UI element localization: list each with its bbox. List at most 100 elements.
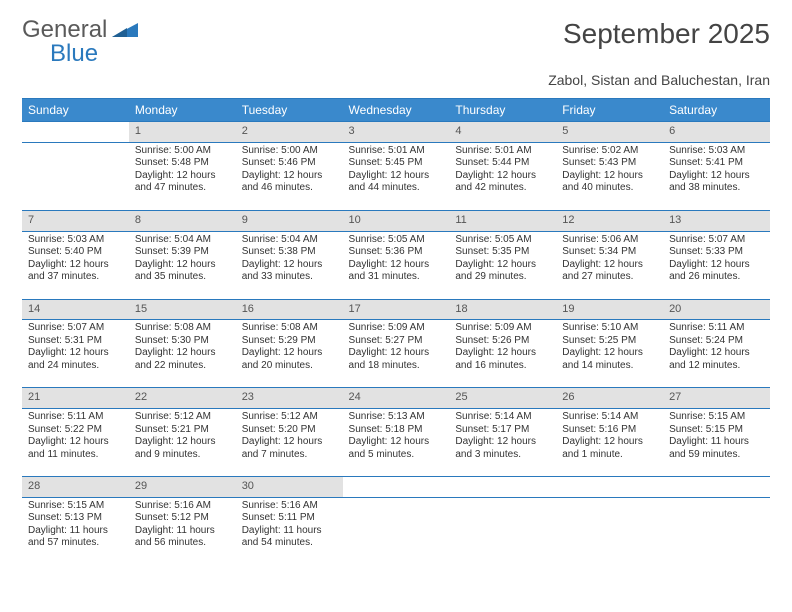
day-number bbox=[556, 477, 663, 498]
day-line: and 16 minutes. bbox=[455, 360, 550, 373]
day-line: and 42 minutes. bbox=[455, 182, 550, 195]
day-number: 26 bbox=[556, 388, 663, 409]
day-line: Sunset: 5:13 PM bbox=[28, 512, 123, 525]
day-line: and 18 minutes. bbox=[349, 360, 444, 373]
day-number: 3 bbox=[343, 122, 450, 143]
day-line: Daylight: 11 hours bbox=[242, 525, 337, 538]
day-line: Sunset: 5:46 PM bbox=[242, 157, 337, 170]
day-line: Sunset: 5:30 PM bbox=[135, 335, 230, 348]
daynum-row: 123456 bbox=[22, 122, 770, 143]
day-line: Sunset: 5:40 PM bbox=[28, 246, 123, 259]
day-line: Daylight: 12 hours bbox=[455, 170, 550, 183]
day-cell: Sunrise: 5:08 AMSunset: 5:29 PMDaylight:… bbox=[236, 320, 343, 388]
day-line: Sunrise: 5:03 AM bbox=[28, 234, 123, 247]
daynum-row: 78910111213 bbox=[22, 210, 770, 231]
day-line: and 31 minutes. bbox=[349, 271, 444, 284]
day-line: Sunrise: 5:15 AM bbox=[28, 500, 123, 513]
day-line: Sunrise: 5:09 AM bbox=[455, 322, 550, 335]
day-line: Sunrise: 5:00 AM bbox=[135, 145, 230, 158]
day-cell: Sunrise: 5:03 AMSunset: 5:40 PMDaylight:… bbox=[22, 231, 129, 299]
day-cell: Sunrise: 5:15 AMSunset: 5:13 PMDaylight:… bbox=[22, 497, 129, 565]
day-cell: Sunrise: 5:11 AMSunset: 5:24 PMDaylight:… bbox=[663, 320, 770, 388]
day-number: 11 bbox=[449, 210, 556, 231]
day-line: Daylight: 12 hours bbox=[562, 436, 657, 449]
day-line: and 40 minutes. bbox=[562, 182, 657, 195]
logo-triangle-icon bbox=[112, 21, 138, 42]
day-line: Daylight: 11 hours bbox=[669, 436, 764, 449]
day-line: Daylight: 12 hours bbox=[28, 347, 123, 360]
day-line: Sunset: 5:15 PM bbox=[669, 424, 764, 437]
day-cell: Sunrise: 5:13 AMSunset: 5:18 PMDaylight:… bbox=[343, 409, 450, 477]
day-cell: Sunrise: 5:07 AMSunset: 5:31 PMDaylight:… bbox=[22, 320, 129, 388]
day-line: Sunset: 5:48 PM bbox=[135, 157, 230, 170]
day-cell: Sunrise: 5:07 AMSunset: 5:33 PMDaylight:… bbox=[663, 231, 770, 299]
day-line: Daylight: 12 hours bbox=[28, 259, 123, 272]
calendar-body: 123456Sunrise: 5:00 AMSunset: 5:48 PMDay… bbox=[22, 122, 770, 566]
day-number: 27 bbox=[663, 388, 770, 409]
day-cell: Sunrise: 5:14 AMSunset: 5:17 PMDaylight:… bbox=[449, 409, 556, 477]
day-line: and 54 minutes. bbox=[242, 537, 337, 550]
day-line: and 35 minutes. bbox=[135, 271, 230, 284]
day-line: Sunset: 5:34 PM bbox=[562, 246, 657, 259]
day-line: Sunrise: 5:04 AM bbox=[135, 234, 230, 247]
day-number: 10 bbox=[343, 210, 450, 231]
daynum-row: 21222324252627 bbox=[22, 388, 770, 409]
day-line: Daylight: 12 hours bbox=[135, 170, 230, 183]
day-number: 17 bbox=[343, 299, 450, 320]
day-line: Daylight: 12 hours bbox=[669, 170, 764, 183]
day-cell: Sunrise: 5:08 AMSunset: 5:30 PMDaylight:… bbox=[129, 320, 236, 388]
day-number: 29 bbox=[129, 477, 236, 498]
day-line: and 14 minutes. bbox=[562, 360, 657, 373]
day-line: Daylight: 12 hours bbox=[242, 170, 337, 183]
day-cell: Sunrise: 5:15 AMSunset: 5:15 PMDaylight:… bbox=[663, 409, 770, 477]
day-number: 23 bbox=[236, 388, 343, 409]
day-line: and 5 minutes. bbox=[349, 449, 444, 462]
day-line: Sunset: 5:27 PM bbox=[349, 335, 444, 348]
day-line: and 47 minutes. bbox=[135, 182, 230, 195]
day-line: and 12 minutes. bbox=[669, 360, 764, 373]
calendar-table: Sunday Monday Tuesday Wednesday Thursday… bbox=[22, 99, 770, 565]
day-line: and 1 minute. bbox=[562, 449, 657, 462]
weekday-header-row: Sunday Monday Tuesday Wednesday Thursday… bbox=[22, 99, 770, 122]
day-line: Sunrise: 5:14 AM bbox=[562, 411, 657, 424]
day-number: 1 bbox=[129, 122, 236, 143]
day-number bbox=[663, 477, 770, 498]
day-number: 12 bbox=[556, 210, 663, 231]
day-line: Sunrise: 5:10 AM bbox=[562, 322, 657, 335]
day-line: Sunset: 5:11 PM bbox=[242, 512, 337, 525]
day-number: 22 bbox=[129, 388, 236, 409]
day-number: 18 bbox=[449, 299, 556, 320]
day-number: 5 bbox=[556, 122, 663, 143]
day-line: Sunrise: 5:11 AM bbox=[28, 411, 123, 424]
day-line: Sunrise: 5:01 AM bbox=[349, 145, 444, 158]
day-line: and 26 minutes. bbox=[669, 271, 764, 284]
content-row: Sunrise: 5:15 AMSunset: 5:13 PM Daylight:… bbox=[22, 497, 770, 565]
day-line: and 57 minutes. bbox=[28, 537, 123, 550]
day-line: and 56 minutes. bbox=[135, 537, 230, 550]
day-line: and 20 minutes. bbox=[242, 360, 337, 373]
day-line: Sunset: 5:45 PM bbox=[349, 157, 444, 170]
day-line: Sunrise: 5:06 AM bbox=[562, 234, 657, 247]
day-line: Sunrise: 5:12 AM bbox=[135, 411, 230, 424]
day-cell: Sunrise: 5:10 AMSunset: 5:25 PMDaylight:… bbox=[556, 320, 663, 388]
day-line: Sunset: 5:39 PM bbox=[135, 246, 230, 259]
day-line: Daylight: 12 hours bbox=[349, 436, 444, 449]
day-line: Sunset: 5:18 PM bbox=[349, 424, 444, 437]
day-number: 6 bbox=[663, 122, 770, 143]
logo: General Blue bbox=[22, 18, 138, 66]
day-line: Daylight: 12 hours bbox=[242, 436, 337, 449]
day-line: Sunrise: 5:09 AM bbox=[349, 322, 444, 335]
day-number: 9 bbox=[236, 210, 343, 231]
weekday-header: Wednesday bbox=[343, 99, 450, 122]
day-line: Sunset: 5:33 PM bbox=[669, 246, 764, 259]
day-line: Sunrise: 5:11 AM bbox=[669, 322, 764, 335]
header: General Blue September 2025 bbox=[22, 18, 770, 66]
day-number: 7 bbox=[22, 210, 129, 231]
day-line: Sunset: 5:44 PM bbox=[455, 157, 550, 170]
day-cell: Sunrise: 5:05 AMSunset: 5:35 PMDaylight:… bbox=[449, 231, 556, 299]
day-line: Daylight: 12 hours bbox=[669, 259, 764, 272]
day-line: Sunrise: 5:16 AM bbox=[135, 500, 230, 513]
day-number bbox=[22, 122, 129, 143]
day-line: and 38 minutes. bbox=[669, 182, 764, 195]
day-line: Sunset: 5:20 PM bbox=[242, 424, 337, 437]
